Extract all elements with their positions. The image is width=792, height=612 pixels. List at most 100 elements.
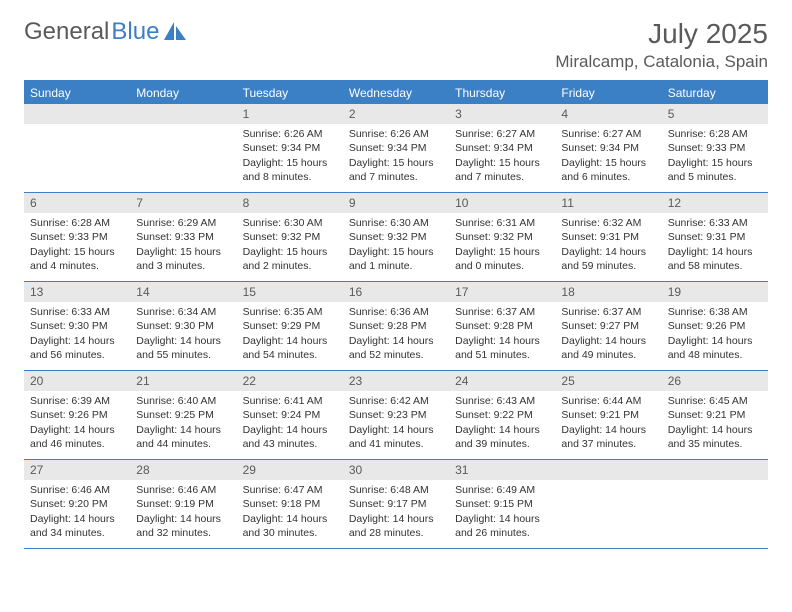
sunset-text: Sunset: 9:33 PM [136, 230, 230, 244]
sunrise-text: Sunrise: 6:37 AM [455, 305, 549, 319]
daylight-text: Daylight: 14 hours and 44 minutes. [136, 423, 230, 451]
daylight-text: Daylight: 15 hours and 5 minutes. [668, 156, 762, 184]
day-cell: 30Sunrise: 6:48 AMSunset: 9:17 PMDayligh… [343, 460, 449, 548]
day-number: 24 [449, 371, 555, 391]
sunrise-text: Sunrise: 6:30 AM [243, 216, 337, 230]
sunrise-text: Sunrise: 6:36 AM [349, 305, 443, 319]
weekday-header: Saturday [662, 82, 768, 104]
day-cell: 6Sunrise: 6:28 AMSunset: 9:33 PMDaylight… [24, 193, 130, 281]
sunrise-text: Sunrise: 6:45 AM [668, 394, 762, 408]
day-content: Sunrise: 6:33 AMSunset: 9:30 PMDaylight:… [24, 302, 130, 368]
week-row: 20Sunrise: 6:39 AMSunset: 9:26 PMDayligh… [24, 371, 768, 460]
day-content: Sunrise: 6:30 AMSunset: 9:32 PMDaylight:… [343, 213, 449, 279]
daylight-text: Daylight: 14 hours and 55 minutes. [136, 334, 230, 362]
sunset-text: Sunset: 9:26 PM [30, 408, 124, 422]
daylight-text: Daylight: 14 hours and 48 minutes. [668, 334, 762, 362]
daylight-text: Daylight: 15 hours and 3 minutes. [136, 245, 230, 273]
sunset-text: Sunset: 9:25 PM [136, 408, 230, 422]
sunset-text: Sunset: 9:32 PM [455, 230, 549, 244]
daylight-text: Daylight: 15 hours and 0 minutes. [455, 245, 549, 273]
sunrise-text: Sunrise: 6:47 AM [243, 483, 337, 497]
daylight-text: Daylight: 15 hours and 7 minutes. [455, 156, 549, 184]
day-content [130, 124, 236, 184]
day-number [24, 104, 130, 124]
sunrise-text: Sunrise: 6:27 AM [455, 127, 549, 141]
day-number: 12 [662, 193, 768, 213]
day-cell: 2Sunrise: 6:26 AMSunset: 9:34 PMDaylight… [343, 104, 449, 192]
sunrise-text: Sunrise: 6:46 AM [136, 483, 230, 497]
month-year-title: July 2025 [555, 18, 768, 50]
day-cell: 8Sunrise: 6:30 AMSunset: 9:32 PMDaylight… [237, 193, 343, 281]
day-number: 6 [24, 193, 130, 213]
daylight-text: Daylight: 15 hours and 2 minutes. [243, 245, 337, 273]
week-row: 13Sunrise: 6:33 AMSunset: 9:30 PMDayligh… [24, 282, 768, 371]
day-number: 4 [555, 104, 661, 124]
day-number: 28 [130, 460, 236, 480]
day-number: 20 [24, 371, 130, 391]
empty-day-cell [662, 460, 768, 548]
sunrise-text: Sunrise: 6:43 AM [455, 394, 549, 408]
daylight-text: Daylight: 14 hours and 30 minutes. [243, 512, 337, 540]
daylight-text: Daylight: 14 hours and 43 minutes. [243, 423, 337, 451]
day-content: Sunrise: 6:38 AMSunset: 9:26 PMDaylight:… [662, 302, 768, 368]
day-cell: 9Sunrise: 6:30 AMSunset: 9:32 PMDaylight… [343, 193, 449, 281]
sunset-text: Sunset: 9:34 PM [455, 141, 549, 155]
sunrise-text: Sunrise: 6:40 AM [136, 394, 230, 408]
sunset-text: Sunset: 9:34 PM [243, 141, 337, 155]
day-number: 26 [662, 371, 768, 391]
day-cell: 1Sunrise: 6:26 AMSunset: 9:34 PMDaylight… [237, 104, 343, 192]
day-cell: 16Sunrise: 6:36 AMSunset: 9:28 PMDayligh… [343, 282, 449, 370]
day-number: 29 [237, 460, 343, 480]
sunrise-text: Sunrise: 6:26 AM [349, 127, 443, 141]
day-number: 5 [662, 104, 768, 124]
day-content: Sunrise: 6:36 AMSunset: 9:28 PMDaylight:… [343, 302, 449, 368]
day-number: 25 [555, 371, 661, 391]
weekday-header-row: SundayMondayTuesdayWednesdayThursdayFrid… [24, 82, 768, 104]
day-content: Sunrise: 6:32 AMSunset: 9:31 PMDaylight:… [555, 213, 661, 279]
daylight-text: Daylight: 15 hours and 7 minutes. [349, 156, 443, 184]
day-content: Sunrise: 6:27 AMSunset: 9:34 PMDaylight:… [449, 124, 555, 190]
day-cell: 28Sunrise: 6:46 AMSunset: 9:19 PMDayligh… [130, 460, 236, 548]
empty-day-cell [130, 104, 236, 192]
location-subtitle: Miralcamp, Catalonia, Spain [555, 52, 768, 72]
sunrise-text: Sunrise: 6:35 AM [243, 305, 337, 319]
sunrise-text: Sunrise: 6:49 AM [455, 483, 549, 497]
day-number: 8 [237, 193, 343, 213]
day-cell: 26Sunrise: 6:45 AMSunset: 9:21 PMDayligh… [662, 371, 768, 459]
empty-day-cell [24, 104, 130, 192]
day-cell: 12Sunrise: 6:33 AMSunset: 9:31 PMDayligh… [662, 193, 768, 281]
day-number: 2 [343, 104, 449, 124]
day-number: 13 [24, 282, 130, 302]
title-block: July 2025 Miralcamp, Catalonia, Spain [555, 18, 768, 72]
day-number [662, 460, 768, 480]
day-cell: 15Sunrise: 6:35 AMSunset: 9:29 PMDayligh… [237, 282, 343, 370]
sunset-text: Sunset: 9:24 PM [243, 408, 337, 422]
day-content: Sunrise: 6:26 AMSunset: 9:34 PMDaylight:… [237, 124, 343, 190]
weekday-header: Sunday [24, 82, 130, 104]
sunset-text: Sunset: 9:23 PM [349, 408, 443, 422]
day-number: 3 [449, 104, 555, 124]
day-content: Sunrise: 6:34 AMSunset: 9:30 PMDaylight:… [130, 302, 236, 368]
day-cell: 14Sunrise: 6:34 AMSunset: 9:30 PMDayligh… [130, 282, 236, 370]
sunrise-text: Sunrise: 6:33 AM [30, 305, 124, 319]
sunrise-text: Sunrise: 6:26 AM [243, 127, 337, 141]
daylight-text: Daylight: 15 hours and 1 minute. [349, 245, 443, 273]
day-cell: 23Sunrise: 6:42 AMSunset: 9:23 PMDayligh… [343, 371, 449, 459]
sunset-text: Sunset: 9:19 PM [136, 497, 230, 511]
sunrise-text: Sunrise: 6:30 AM [349, 216, 443, 230]
daylight-text: Daylight: 14 hours and 51 minutes. [455, 334, 549, 362]
week-row: 1Sunrise: 6:26 AMSunset: 9:34 PMDaylight… [24, 104, 768, 193]
daylight-text: Daylight: 14 hours and 46 minutes. [30, 423, 124, 451]
calendar-container: SundayMondayTuesdayWednesdayThursdayFrid… [24, 80, 768, 549]
day-number: 19 [662, 282, 768, 302]
sunset-text: Sunset: 9:18 PM [243, 497, 337, 511]
day-number: 17 [449, 282, 555, 302]
sunset-text: Sunset: 9:33 PM [30, 230, 124, 244]
sunset-text: Sunset: 9:27 PM [561, 319, 655, 333]
daylight-text: Daylight: 14 hours and 49 minutes. [561, 334, 655, 362]
day-number: 31 [449, 460, 555, 480]
day-content: Sunrise: 6:42 AMSunset: 9:23 PMDaylight:… [343, 391, 449, 457]
daylight-text: Daylight: 15 hours and 4 minutes. [30, 245, 124, 273]
sunrise-text: Sunrise: 6:46 AM [30, 483, 124, 497]
sunrise-text: Sunrise: 6:29 AM [136, 216, 230, 230]
